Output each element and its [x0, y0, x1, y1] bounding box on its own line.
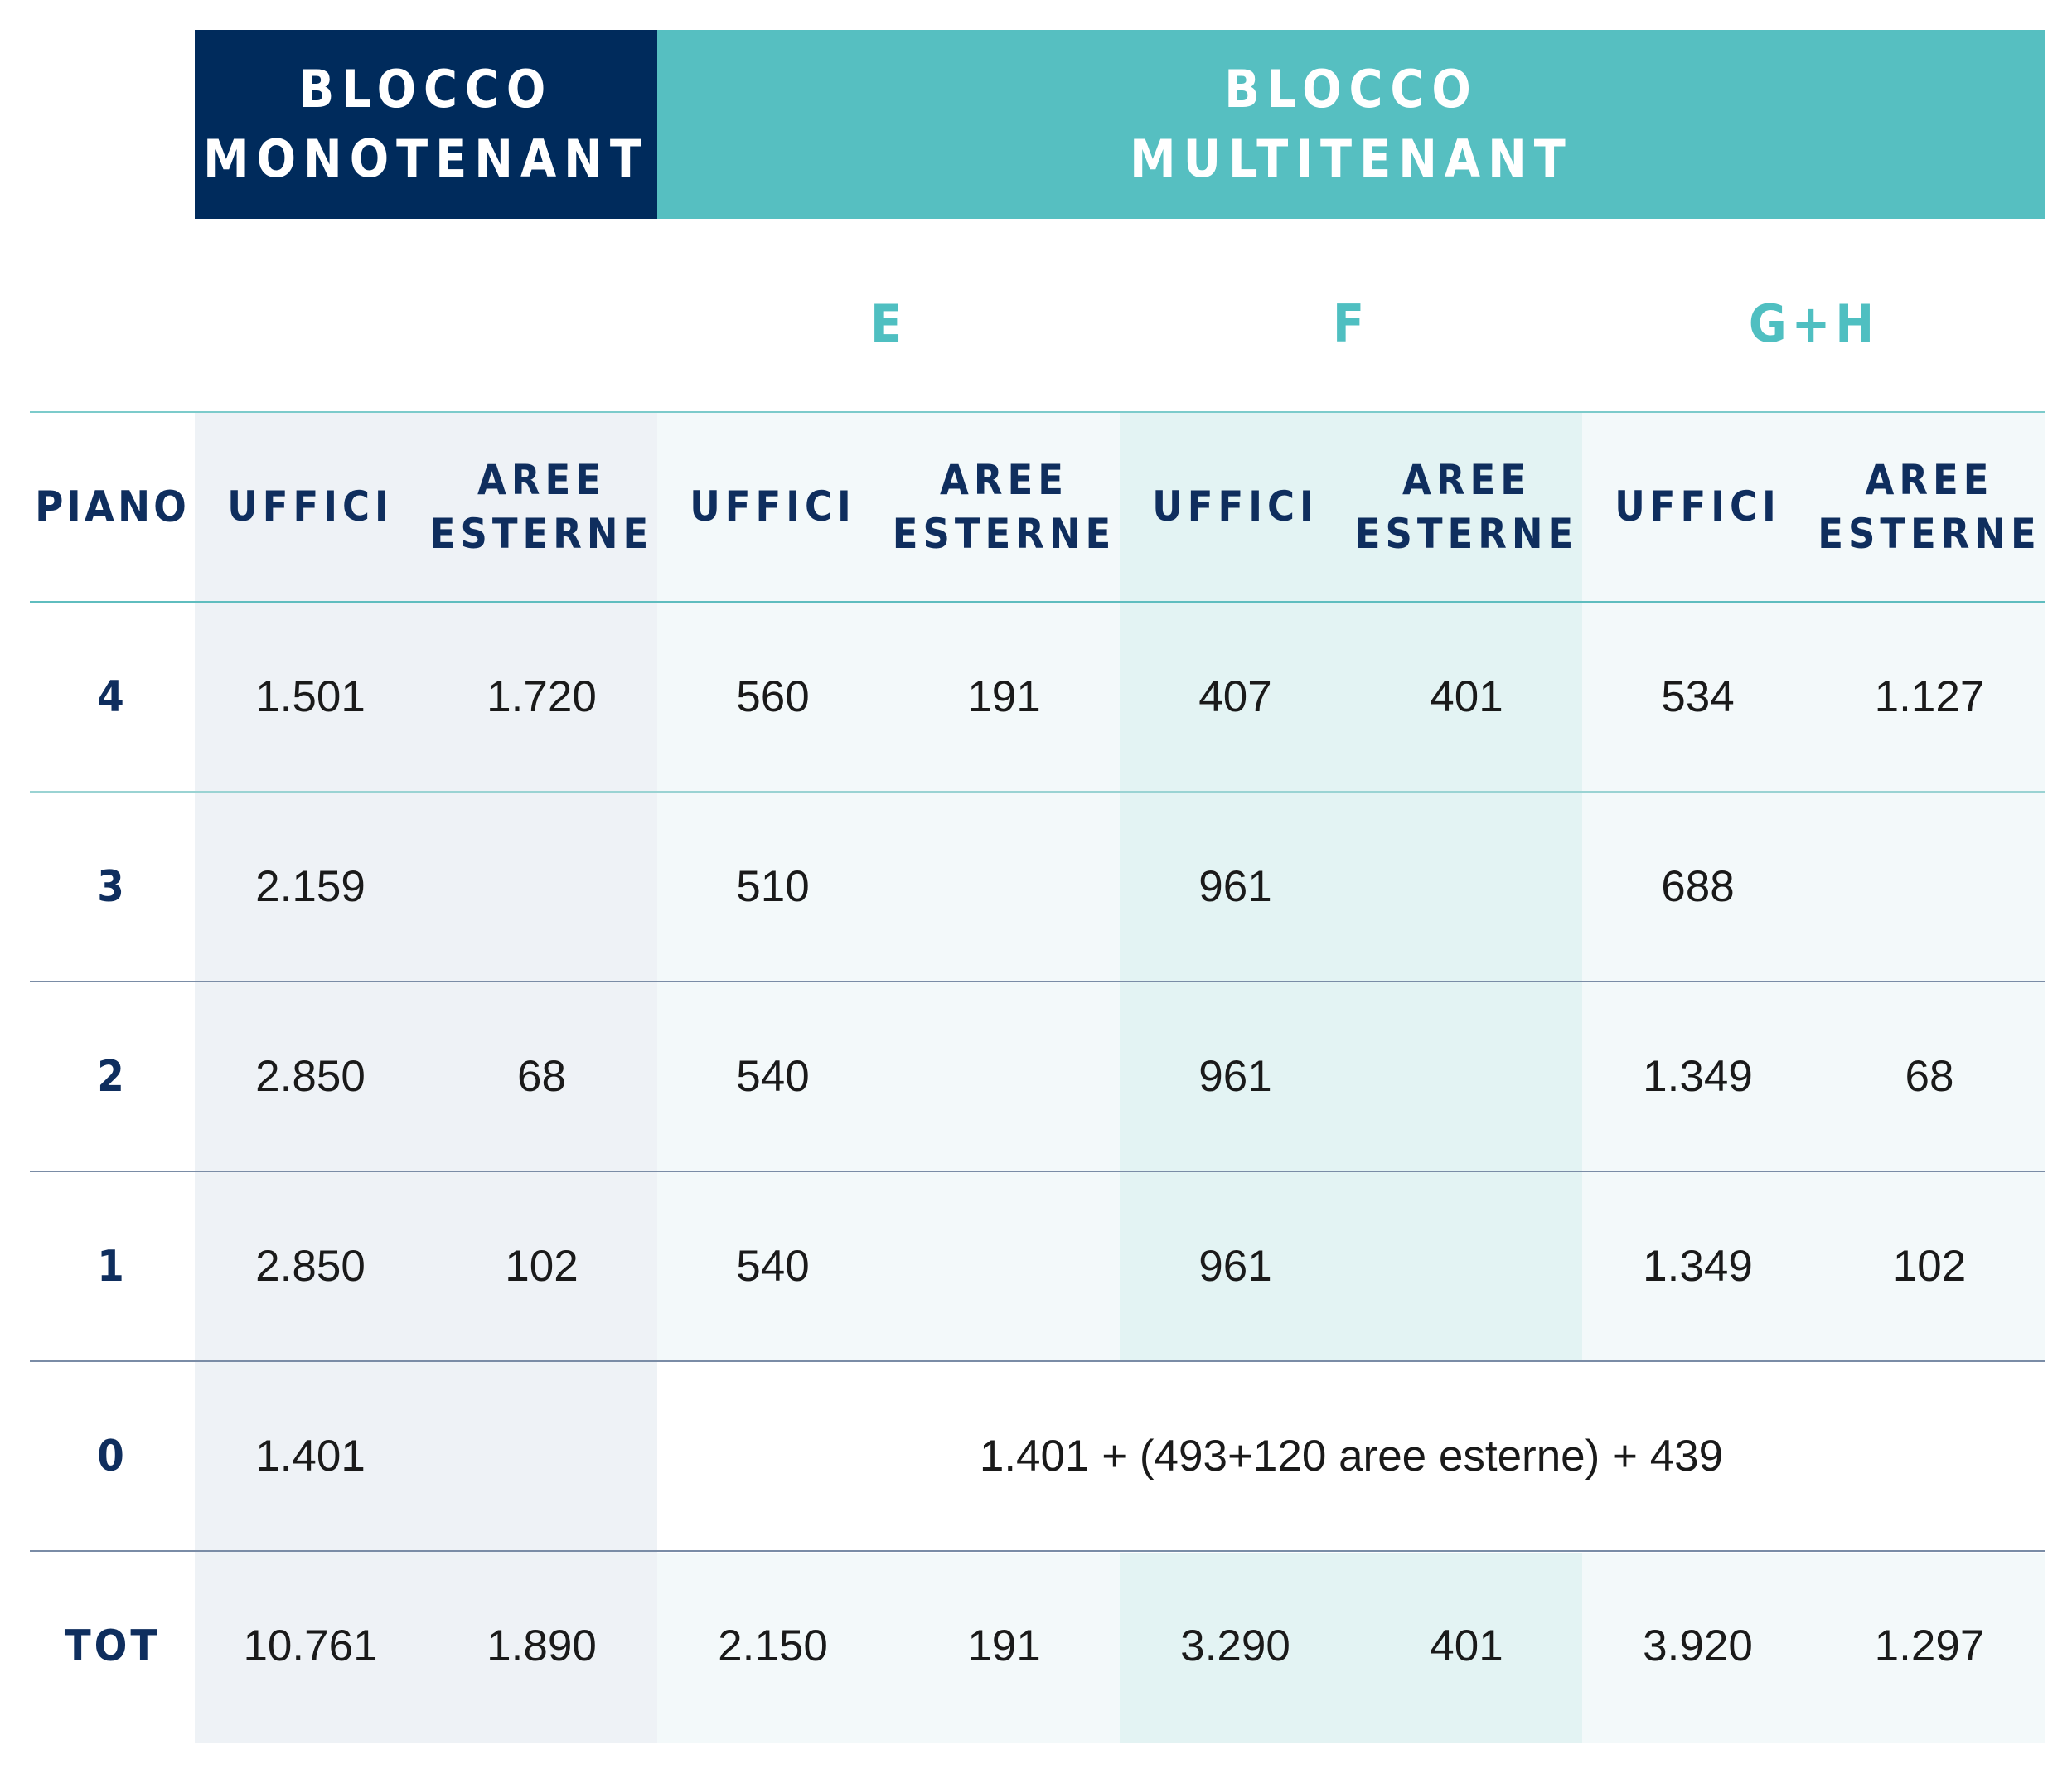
cell-r2-c4: 961	[1198, 1052, 1272, 1101]
group-monotenant-line1: BLOCCO	[298, 59, 554, 120]
cell-r0-c7: 1.127	[1874, 672, 1985, 721]
column-header-3-line-0: AREE	[940, 455, 1068, 504]
band-gh	[1582, 412, 2045, 1362]
subgroup-f: F	[1332, 293, 1370, 354]
cell-r2-c6: 1.349	[1643, 1052, 1753, 1101]
cell-r0-c0: 1.501	[255, 672, 366, 721]
row-divider-1	[30, 601, 2045, 603]
cell-r3-c0: 2.850	[255, 1242, 366, 1291]
cell-r1-c1	[426, 792, 657, 982]
cell-r3-c5	[1351, 1171, 1582, 1361]
column-header-1-line-1: ESTERNE	[429, 509, 654, 558]
cell-r1-c6: 688	[1661, 862, 1735, 911]
row-label-5: TOT	[64, 1621, 161, 1671]
cell-r2-c5	[1351, 982, 1582, 1171]
column-header-2-line-0: UFFICI	[690, 482, 856, 531]
column-header-6: UFFICI	[1582, 412, 1813, 602]
row-label-4: 0	[97, 1431, 128, 1481]
cell-r5-c4: 3.290	[1180, 1621, 1290, 1670]
band-gh-tot	[1582, 1553, 2045, 1743]
cell-r4-c1	[426, 1361, 657, 1551]
column-header-2: UFFICI	[657, 412, 888, 602]
row-label-1: 3	[97, 861, 128, 912]
cell-r2-c1: 68	[517, 1052, 566, 1101]
group-multitenant: BLOCCO MULTITENANT	[657, 30, 2045, 219]
cell-r2-c0: 2.850	[255, 1052, 366, 1101]
row-divider-3	[30, 981, 2045, 982]
cell-r1-c4: 961	[1198, 862, 1272, 911]
cell-r5-c0: 10.761	[243, 1621, 378, 1670]
subgroup-gh: G+H	[1748, 293, 1880, 354]
cell-r0-c5: 401	[1430, 672, 1503, 721]
column-header-7-line-1: ESTERNE	[1818, 509, 2041, 558]
column-header-0: UFFICI	[195, 412, 426, 602]
cell-r3-c4: 961	[1198, 1242, 1272, 1291]
cell-r3-c2: 540	[736, 1242, 810, 1291]
cell-r1-c0: 2.159	[255, 862, 366, 911]
cell-r0-c1: 1.720	[487, 672, 597, 721]
row-divider-2	[30, 791, 2045, 793]
column-header-4: UFFICI	[1120, 412, 1351, 602]
row-divider-4	[30, 1171, 2045, 1172]
band-e-tot	[657, 1553, 1120, 1743]
cell-r5-c6: 3.920	[1643, 1621, 1753, 1670]
cell-r1-c2: 510	[736, 862, 810, 911]
group-monotenant: BLOCCO MONOTENANT	[195, 30, 657, 219]
cell-r0-c4: 407	[1198, 672, 1272, 721]
cell-r2-c2: 540	[736, 1052, 810, 1101]
cell-r0-c6: 534	[1661, 672, 1735, 721]
column-header-3: AREE ESTERNE	[888, 412, 1120, 602]
band-e	[657, 412, 1120, 1362]
cell-r3-c7: 102	[1892, 1242, 1967, 1291]
group-monotenant-line2: MONOTENANT	[203, 128, 649, 189]
column-header-5-line-0: AREE	[1402, 455, 1531, 504]
cell-r1-c7	[1813, 792, 2045, 982]
row-label-2: 2	[97, 1051, 128, 1102]
column-header-3-line-1: ESTERNE	[892, 509, 1116, 558]
cell-r0-c2: 560	[736, 672, 810, 721]
cell-r5-c7: 1.297	[1874, 1621, 1985, 1670]
group-multitenant-line2: MULTITENANT	[1130, 128, 1573, 189]
cell-r3-c1: 102	[505, 1242, 579, 1291]
column-header-7-line-0: AREE	[1865, 455, 1994, 504]
row-divider-5	[30, 1360, 2045, 1362]
band-monotenant	[195, 412, 657, 1743]
cell-r5-c5: 401	[1430, 1621, 1503, 1670]
band-f-tot	[1120, 1553, 1582, 1743]
cell-r5-c1: 1.890	[487, 1621, 597, 1670]
column-header-0-line-0: UFFICI	[227, 482, 394, 531]
band-f	[1120, 412, 1582, 1362]
cell-r3-c3	[888, 1171, 1120, 1361]
column-header-7: AREE ESTERNE	[1813, 412, 2045, 602]
row-divider-6	[30, 1550, 2045, 1552]
cell-r5-c2: 2.150	[718, 1621, 828, 1670]
piano-header: PIANO	[35, 482, 190, 532]
row-divider-0	[30, 411, 2045, 413]
subgroup-e: E	[869, 293, 908, 354]
cell-r1-c3	[888, 792, 1120, 982]
row-label-0: 4	[97, 671, 128, 722]
cell-r4-c0: 1.401	[255, 1432, 366, 1481]
cell-r2-c7: 68	[1905, 1052, 1954, 1101]
cell-r5-c3: 191	[967, 1621, 1041, 1670]
column-header-5: AREE ESTERNE	[1351, 412, 1582, 602]
cell-r3-c6: 1.349	[1643, 1242, 1753, 1291]
column-header-4-line-0: UFFICI	[1152, 482, 1319, 531]
column-header-5-line-1: ESTERNE	[1354, 509, 1579, 558]
cell-r1-c5	[1351, 792, 1582, 982]
column-header-1: AREE ESTERNE	[426, 412, 657, 602]
cell-r4-merged: 1.401 + (493+120 aree esterne) + 439	[979, 1432, 1724, 1481]
column-header-1-line-0: AREE	[477, 455, 606, 504]
column-header-6-line-0: UFFICI	[1615, 482, 1781, 531]
group-multitenant-line1: BLOCCO	[1224, 59, 1479, 120]
row-label-3: 1	[97, 1241, 128, 1292]
cell-r0-c3: 191	[967, 672, 1041, 721]
cell-r2-c3	[888, 982, 1120, 1171]
